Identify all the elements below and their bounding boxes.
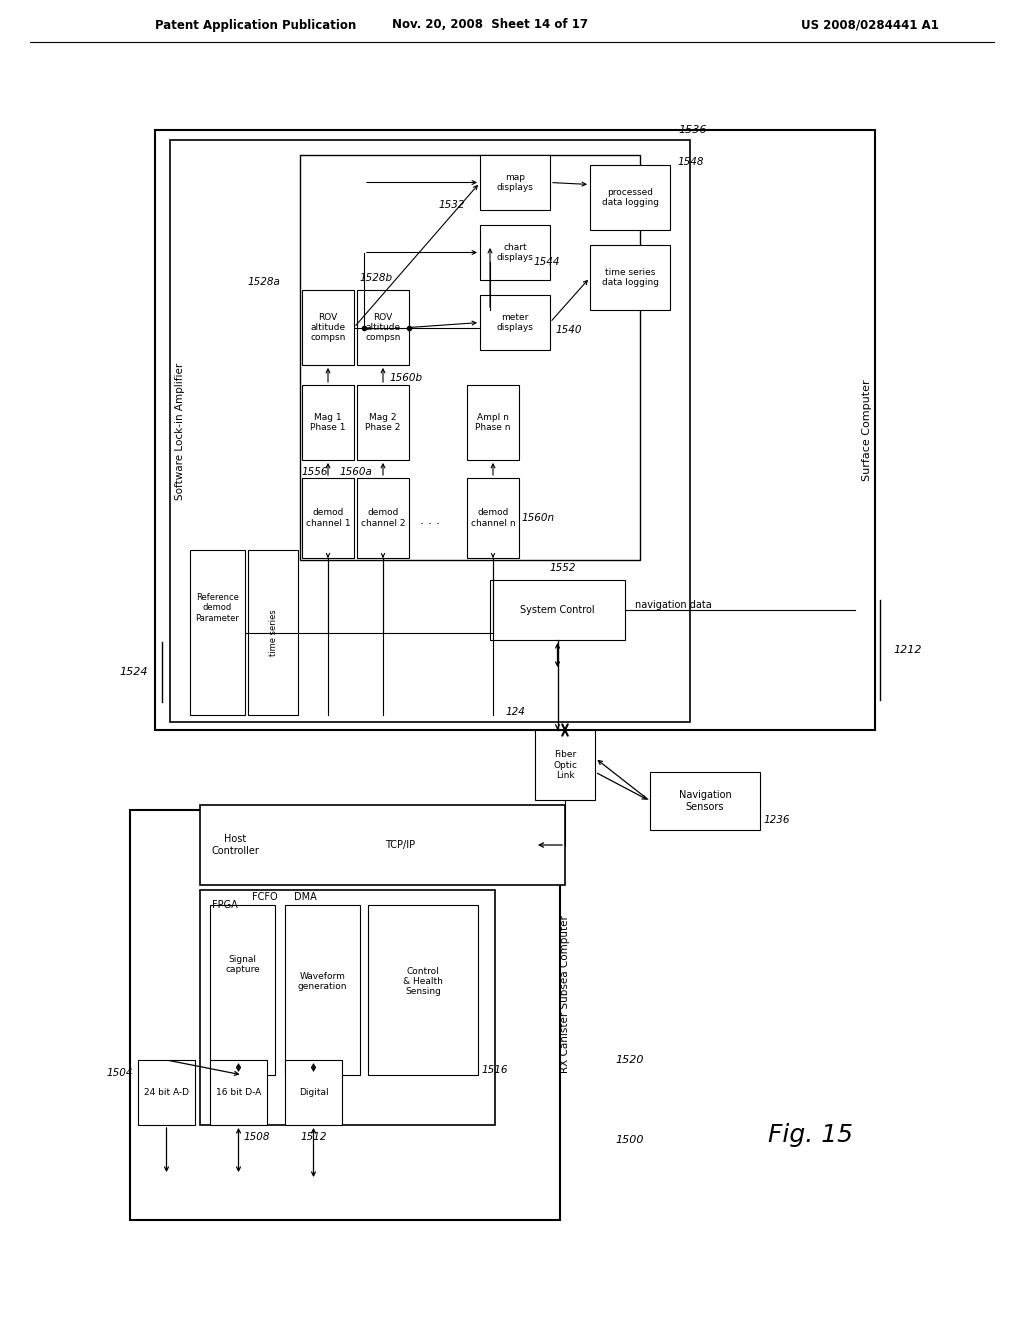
Bar xyxy=(590,165,670,230)
Bar xyxy=(248,550,298,715)
Bar xyxy=(302,478,354,558)
Text: . . .: . . . xyxy=(420,513,440,527)
Text: Mag 1
Phase 1: Mag 1 Phase 1 xyxy=(310,413,346,432)
Text: Mag 2
Phase 2: Mag 2 Phase 2 xyxy=(366,413,400,432)
Bar xyxy=(357,478,409,558)
Text: Patent Application Publication: Patent Application Publication xyxy=(155,18,356,32)
Text: 1536: 1536 xyxy=(678,125,707,135)
Text: chart
displays: chart displays xyxy=(497,243,534,263)
Bar xyxy=(302,385,354,459)
Text: ROV
altitude
compsn: ROV altitude compsn xyxy=(310,313,346,342)
Text: time series
data logging: time series data logging xyxy=(601,268,658,288)
Bar xyxy=(200,890,495,1125)
Text: Host
Controller: Host Controller xyxy=(211,834,259,855)
Text: 1508: 1508 xyxy=(244,1133,270,1142)
Bar xyxy=(300,154,640,560)
Text: 1544: 1544 xyxy=(534,257,560,267)
Text: navigation data: navigation data xyxy=(635,601,712,610)
Text: 1504: 1504 xyxy=(106,1068,133,1078)
Text: 1236: 1236 xyxy=(763,814,790,825)
Bar xyxy=(357,385,409,459)
Text: 1560b: 1560b xyxy=(390,374,423,383)
Bar xyxy=(190,550,245,715)
Bar xyxy=(590,246,670,310)
Text: Digital: Digital xyxy=(299,1088,329,1097)
Bar xyxy=(368,906,478,1074)
Text: Fiber
Optic
Link: Fiber Optic Link xyxy=(553,750,577,780)
Text: ROV
altitude
compsn: ROV altitude compsn xyxy=(366,313,400,342)
Bar xyxy=(535,730,595,800)
Bar xyxy=(650,772,760,830)
Text: Nov. 20, 2008  Sheet 14 of 17: Nov. 20, 2008 Sheet 14 of 17 xyxy=(392,18,588,32)
Bar xyxy=(302,290,354,366)
Text: 24 bit A-D: 24 bit A-D xyxy=(144,1088,189,1097)
Text: 1520: 1520 xyxy=(615,1055,643,1065)
Text: 1560a: 1560a xyxy=(340,467,373,477)
Bar xyxy=(480,224,550,280)
Bar xyxy=(170,140,690,722)
Text: 1524: 1524 xyxy=(120,667,148,677)
Bar xyxy=(285,906,360,1074)
Text: RX Canister Subsea Computer: RX Canister Subsea Computer xyxy=(560,916,570,1073)
Text: 1540: 1540 xyxy=(555,325,582,335)
Text: 1516: 1516 xyxy=(481,1065,508,1074)
Text: Fig. 15: Fig. 15 xyxy=(768,1123,853,1147)
Text: FCFO: FCFO xyxy=(252,892,278,902)
Bar xyxy=(480,294,550,350)
Bar xyxy=(130,810,560,1220)
Text: 1560n: 1560n xyxy=(522,513,555,523)
Bar xyxy=(200,805,565,884)
Text: Waveform
generation: Waveform generation xyxy=(298,972,347,991)
Bar xyxy=(155,129,874,730)
Text: System Control: System Control xyxy=(520,605,595,615)
Text: 1500: 1500 xyxy=(615,1135,643,1144)
Text: 1528a: 1528a xyxy=(247,277,280,286)
Text: Ampl n
Phase n: Ampl n Phase n xyxy=(475,413,511,432)
Text: meter
displays: meter displays xyxy=(497,313,534,333)
Bar xyxy=(210,1060,267,1125)
Bar xyxy=(467,385,519,459)
Text: Software Lock-in Amplifier: Software Lock-in Amplifier xyxy=(175,363,185,500)
Text: Navigation
Sensors: Navigation Sensors xyxy=(679,791,731,812)
Bar xyxy=(480,154,550,210)
Text: 1532: 1532 xyxy=(438,201,465,210)
Text: 1548: 1548 xyxy=(678,157,705,168)
Text: DMA: DMA xyxy=(294,892,316,902)
Text: Control
& Health
Sensing: Control & Health Sensing xyxy=(403,966,443,997)
Text: FPGA: FPGA xyxy=(212,900,238,909)
Text: TCP/IP: TCP/IP xyxy=(385,840,415,850)
Text: 124: 124 xyxy=(505,708,525,717)
Text: Surface Computer: Surface Computer xyxy=(862,379,872,480)
Bar xyxy=(138,1060,195,1125)
Text: 16 bit D-A: 16 bit D-A xyxy=(216,1088,261,1097)
Text: demod
channel 2: demod channel 2 xyxy=(360,508,406,528)
Bar xyxy=(357,290,409,366)
Text: 1556: 1556 xyxy=(302,467,329,477)
Text: Reference
demod
Parameter: Reference demod Parameter xyxy=(196,593,240,623)
Text: US 2008/0284441 A1: US 2008/0284441 A1 xyxy=(801,18,939,32)
Text: Signal
capture: Signal capture xyxy=(225,954,260,974)
Bar xyxy=(467,478,519,558)
Text: demod
channel n: demod channel n xyxy=(471,508,515,528)
Text: time series: time series xyxy=(268,609,278,656)
Text: map
displays: map displays xyxy=(497,173,534,193)
Bar xyxy=(210,906,275,1074)
Text: 1212: 1212 xyxy=(893,645,922,655)
Text: 1552: 1552 xyxy=(550,564,577,573)
Text: 1528b: 1528b xyxy=(360,273,393,282)
Text: demod
channel 1: demod channel 1 xyxy=(306,508,350,528)
Bar xyxy=(490,579,625,640)
Text: 1512: 1512 xyxy=(300,1133,327,1142)
Bar xyxy=(285,1060,342,1125)
Text: processed
data logging: processed data logging xyxy=(601,187,658,207)
